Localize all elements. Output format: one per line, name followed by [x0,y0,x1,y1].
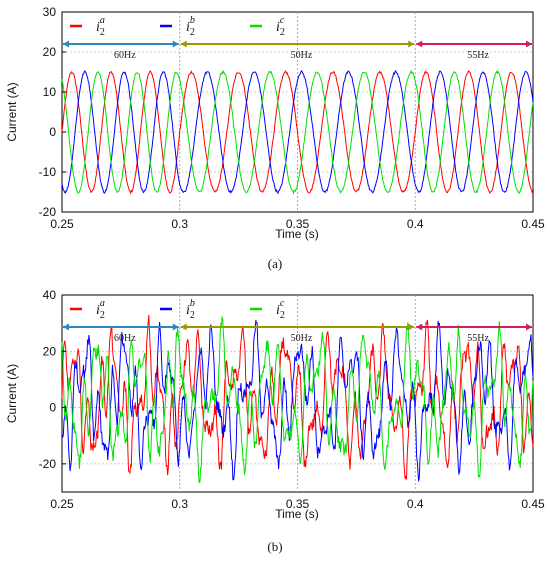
panel-caption: (b) [267,539,282,554]
y-tick-label: -20 [39,457,57,471]
segment-arrowhead-left [416,40,423,48]
y-axis-label: Current (A) [5,82,19,141]
legend-label-a: i2a [96,298,105,321]
segment-arrowhead-right [408,40,415,48]
series-line-c [61,316,534,484]
legend-label-c: i2c [276,15,285,38]
legend-label-b: i2b [186,298,195,321]
series-line-b [61,320,534,482]
chart-panel-b: 60Hz 50Hz 55Hz i2a i2b i2c -20 0 20 40 0.25 0.3 0.35… [5,288,545,554]
segment-arrowhead-right [172,40,179,48]
x-tick-label: 0.45 [521,217,545,231]
segment-arrowhead-right [526,40,532,48]
y-tick-label: 40 [43,288,57,302]
segment-label: 60Hz [114,333,136,344]
y-tick-label: 20 [43,45,57,59]
series-line-b [61,69,534,195]
segment-arrowhead-right [408,323,415,331]
x-tick-label: 0.3 [171,217,188,231]
segment-arrowhead-right [172,323,179,331]
y-tick-label: 0 [49,125,56,139]
panel-caption: (a) [268,256,282,271]
segment-label: 55Hz [467,50,489,61]
x-tick-label: 0.4 [407,217,424,231]
series-line-c [61,69,534,195]
x-tick-label: 0.35 [286,217,310,231]
legend-label-a: i2a [96,15,105,38]
x-tick-label: 0.45 [521,497,545,511]
legend-label-c: i2c [276,298,285,321]
x-axis-label: Time (s) [275,227,319,241]
x-tick-label: 0.3 [171,497,188,511]
y-tick-label: -20 [39,205,57,219]
segment-label: 50Hz [291,333,313,344]
segment-arrowhead-right [526,323,532,331]
segment-arrowhead-left [180,40,187,48]
x-tick-label: 0.25 [50,217,74,231]
x-tick-label: 0.35 [286,497,310,511]
x-tick-label: 0.4 [407,497,424,511]
series-line-a [61,314,534,480]
y-axis-label: Current (A) [5,364,19,423]
y-tick-label: 10 [43,85,57,99]
x-axis-label: Time (s) [275,507,319,521]
y-tick-label: 0 [49,401,56,415]
chart-panel-a: 60Hz 50Hz 55Hz i2a i2b i2c -20 -10 0 10 20 30 0.25 0.… [5,5,545,271]
segment-arrowhead-left [416,323,423,331]
segment-label: 50Hz [291,50,313,61]
y-tick-label: 20 [43,344,57,358]
segment-label: 60Hz [114,50,136,61]
segment-arrowhead-left [180,323,187,331]
y-tick-label: -10 [39,165,57,179]
y-tick-label: 30 [43,5,57,19]
x-tick-label: 0.25 [50,497,74,511]
legend-label-b: i2b [186,15,195,38]
segment-arrowhead-left [63,40,69,48]
segment-label: 55Hz [467,333,489,344]
segment-arrowhead-left [63,323,69,331]
